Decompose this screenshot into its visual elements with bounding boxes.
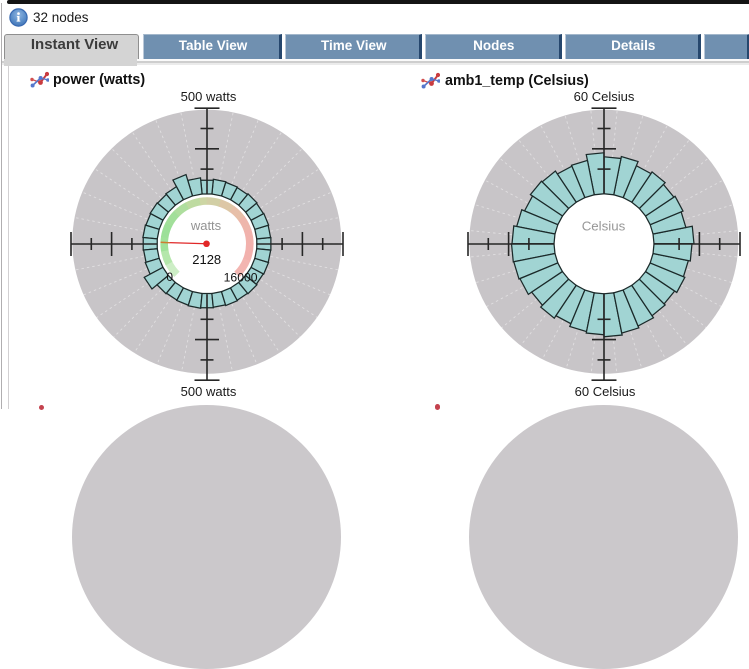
svg-text:watts: watts [190,218,222,233]
svg-text:Celsius: Celsius [582,218,626,233]
svg-text:0: 0 [166,270,173,284]
svg-text:16000: 16000 [224,270,258,284]
svg-text:2128: 2128 [192,252,221,267]
